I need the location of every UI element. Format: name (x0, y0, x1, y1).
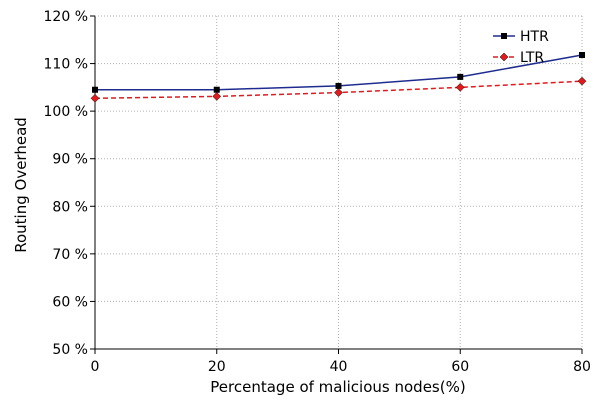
series-ltr (90, 76, 587, 103)
x-axis-title: Percentage of malicious nodes(%) (210, 378, 465, 396)
data-point-htr (213, 86, 220, 93)
y-tick-label: 90 % (52, 152, 88, 168)
data-point-ltr (90, 93, 100, 103)
legend-item-ltr: LTR (493, 50, 544, 66)
data-point-htr (457, 73, 464, 80)
data-point-htr (92, 86, 98, 93)
x-tick-label: 0 (91, 359, 100, 375)
y-tick-label: 80 % (52, 199, 88, 215)
x-tick-label: 20 (208, 359, 226, 375)
data-point-htr (579, 52, 585, 59)
y-tick-label: 110 % (44, 57, 88, 73)
legend: HTR LTR (493, 29, 549, 66)
data-point-ltr (577, 76, 587, 86)
grid (95, 16, 582, 349)
series-htr (92, 52, 585, 93)
series-layer (90, 52, 587, 103)
x-tick-label: 60 (451, 359, 469, 375)
data-point-ltr (455, 83, 465, 92)
legend-item-htr: HTR (493, 29, 549, 45)
y-tick-label: 50 % (52, 342, 88, 358)
y-tick-label: 60 % (52, 294, 88, 310)
x-tick-label: 40 (330, 359, 348, 375)
data-point-htr (335, 82, 342, 89)
legend-label: LTR (520, 50, 544, 66)
axes: 50 % 60 % 70 % 80 % 90 % 100 % 110 % 120 % 0 20 40… (44, 9, 591, 375)
y-tick-label: 70 % (52, 247, 88, 263)
y-tick-label: 100 % (44, 104, 88, 120)
y-axis-title: Routing Overhead (12, 117, 30, 253)
data-point-ltr (212, 92, 222, 101)
legend-marker (499, 52, 509, 62)
x-tick-label: 80 (573, 359, 591, 375)
legend-label: HTR (520, 29, 549, 45)
legend-marker (501, 33, 507, 39)
data-point-ltr (334, 88, 343, 97)
y-tick-label: 120 % (44, 9, 88, 25)
